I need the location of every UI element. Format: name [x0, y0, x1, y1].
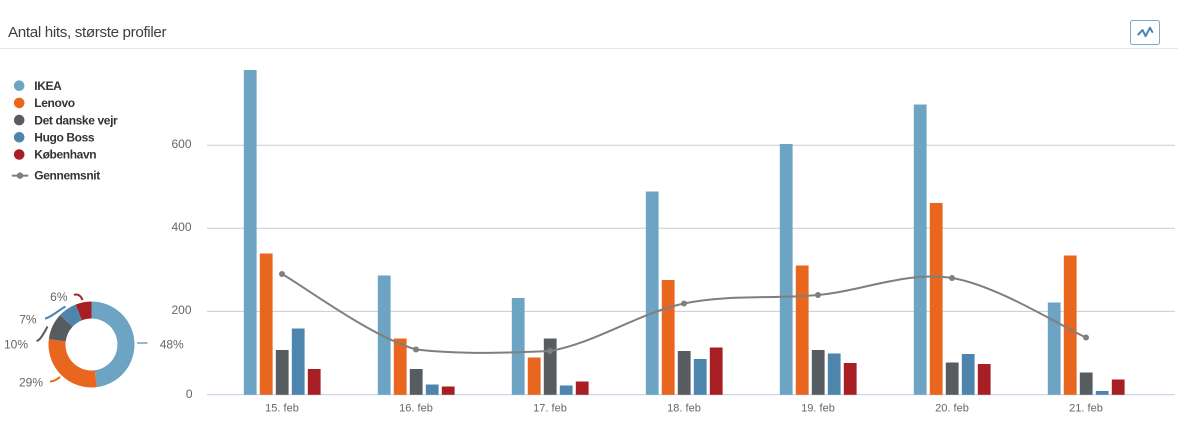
svg-text:Det danske vejr: Det danske vejr	[34, 113, 118, 127]
svg-text:15. feb: 15. feb	[265, 403, 299, 415]
svg-text:IKEA: IKEA	[34, 79, 62, 93]
svg-text:17. feb: 17. feb	[533, 403, 567, 415]
svg-text:7%: 7%	[19, 312, 37, 326]
svg-text:16. feb: 16. feb	[399, 403, 433, 415]
svg-text:19. feb: 19. feb	[801, 403, 835, 415]
svg-text:København: København	[34, 148, 96, 162]
svg-text:600: 600	[171, 137, 191, 151]
svg-text:Hugo Boss: Hugo Boss	[34, 131, 95, 145]
svg-text:6%: 6%	[50, 290, 68, 304]
svg-text:Lenovo: Lenovo	[34, 96, 74, 110]
svg-text:20. feb: 20. feb	[935, 403, 969, 415]
svg-text:10%: 10%	[4, 337, 28, 351]
svg-text:200: 200	[171, 303, 191, 317]
svg-text:0: 0	[186, 387, 193, 401]
svg-text:29%: 29%	[19, 376, 43, 390]
svg-text:18. feb: 18. feb	[667, 403, 701, 415]
svg-text:21. feb: 21. feb	[1069, 403, 1103, 415]
svg-text:Gennemsnit: Gennemsnit	[34, 169, 100, 183]
svg-text:48%: 48%	[160, 338, 184, 352]
svg-text:Antal hits, største profiler: Antal hits, største profiler	[8, 24, 166, 41]
svg-text:400: 400	[171, 220, 191, 234]
